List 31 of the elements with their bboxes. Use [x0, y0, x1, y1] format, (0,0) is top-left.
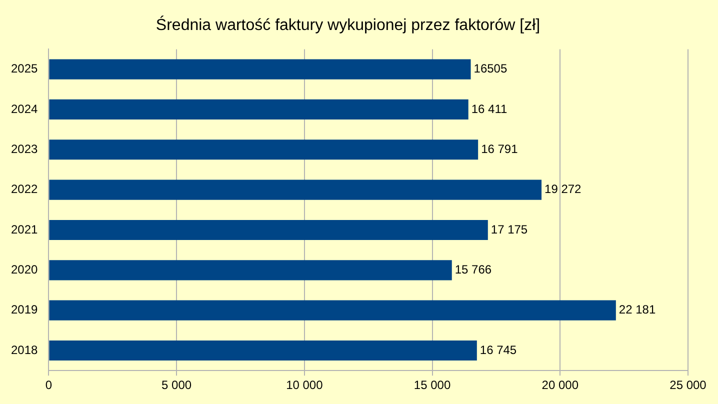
bar: [49, 59, 471, 80]
x-tick-label: 25 000: [670, 378, 707, 392]
y-tick-label: 2023: [10, 142, 38, 156]
data-label: 15 766: [454, 262, 492, 276]
chart-title: Średnia wartość faktury wykupionej przez faktorów [zł]: [156, 15, 540, 34]
x-tick-label: 5 000: [162, 378, 192, 392]
y-tick-label: 2019: [10, 302, 38, 317]
y-tick-label: 2022: [10, 182, 38, 196]
x-tick-label: 15 000: [414, 378, 451, 392]
data-label: 16505: [474, 62, 508, 76]
bar: [49, 300, 616, 320]
bar: [49, 220, 488, 240]
bar: [49, 99, 468, 120]
x-tick-label: 20 000: [542, 378, 579, 392]
y-tick-label: 2020: [10, 262, 38, 276]
data-label: 22 181: [618, 302, 656, 317]
y-tick-label: 2024: [10, 102, 38, 116]
y-tick-label: 2025: [10, 62, 38, 76]
bar: [49, 260, 452, 280]
y-tick-label: 2021: [10, 222, 38, 236]
y-tick-label: 2018: [10, 342, 38, 357]
data-label: 19 272: [544, 182, 582, 196]
x-tick-label: 10 000: [286, 378, 324, 392]
x-tick-label: 0: [45, 378, 52, 392]
bar: [49, 140, 478, 160]
bar: [49, 340, 477, 361]
bar: [49, 180, 542, 200]
data-label: 17 175: [490, 222, 528, 236]
data-label: 16 791: [481, 142, 518, 156]
data-label: 16 745: [480, 342, 517, 357]
data-label: 16 411: [471, 102, 508, 116]
